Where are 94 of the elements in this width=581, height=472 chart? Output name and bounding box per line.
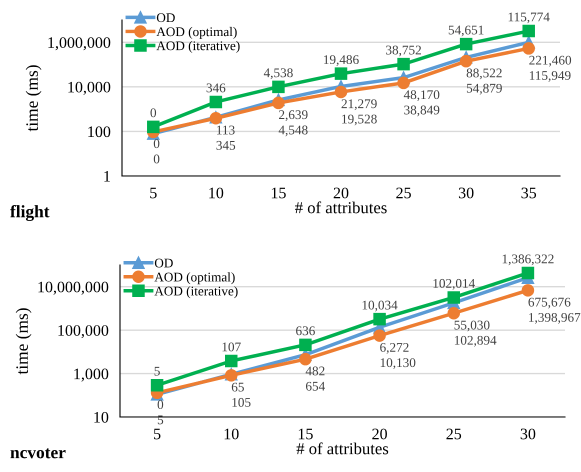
point [460,38,472,50]
point [334,86,348,98]
annotation: 10,130 [380,358,416,370]
y-tick-label: 10 [94,412,108,423]
annotation: 654 [306,382,325,391]
y-tick-label: 100 [88,126,110,138]
legend-label: AOD (iterative) [156,40,240,53]
annotation: 5 [154,366,160,376]
point [299,338,312,352]
y-axis-title: time (ms) [16,308,32,374]
annotation: 0 [154,139,160,148]
x-tick-label: 25 [446,428,462,440]
x-tick-label: 25 [396,188,411,198]
point [299,352,312,366]
point [272,96,285,110]
legend-label: OD [154,258,173,268]
x-axis-title: # of attributes [295,201,387,214]
point [397,76,410,90]
y-tick-label: 1,000,000 [48,37,110,50]
text: ncvoter [10,448,66,458]
point [522,266,534,280]
point [272,80,285,94]
annotation: 102,014 [433,278,475,290]
annotation: 1,398,967 [529,312,580,324]
point [334,67,348,80]
annotation: 221,460 [529,56,572,67]
annotation: 113 [217,126,235,134]
x-tick-label: 5 [150,188,157,198]
annotation: 48,170 [404,90,440,102]
annotation: 6,272 [380,342,409,354]
annotation: 38,752 [386,46,421,56]
point [448,306,460,320]
point [397,58,410,70]
annotation: 88,522 [466,68,502,80]
annotation: 0 [150,108,156,118]
point [210,96,222,108]
text: flight [10,204,50,222]
x-tick-label: 20 [334,188,348,198]
annotation: 102,894 [454,336,496,347]
legend-label: AOD (iterative) [154,286,238,298]
point [460,54,472,68]
annotation: 5 [158,416,164,424]
x-tick-label: 10 [209,188,224,198]
annotation: 636 [296,326,315,336]
annotation: 105 [232,398,251,407]
annotation: 55,030 [454,320,490,332]
annotation: 19,486 [324,55,359,66]
point [448,291,460,304]
x-tick-label: 30 [520,428,536,440]
annotation: 21,279 [342,99,377,110]
point [373,312,386,326]
y-tick-label: 10,000,000 [38,282,108,295]
annotation: 345 [216,140,236,150]
point [225,354,238,368]
annotation: 2,639 [279,110,308,122]
point [522,24,535,38]
point [147,120,160,134]
point [522,42,535,55]
annotation: 0 [154,154,160,164]
point [150,378,164,392]
y-tick-label: 10,000 [68,82,110,95]
legend-label: AOD (optimal) [154,272,235,284]
annotation: 4,538 [264,68,293,80]
y-axis-title: time (ms) [26,65,42,132]
y-tick-label: 1,000 [74,368,108,382]
point [373,329,386,342]
point [522,284,534,297]
annotation: 107 [222,342,241,352]
x-tick-label: 35 [521,188,536,198]
annotation: 4,548 [278,126,308,136]
x-axis-title: # of attributes [296,442,388,454]
annotation: 115,949 [530,71,571,82]
x-tick-label: 30 [458,188,474,198]
annotation: 0 [158,400,164,410]
x-tick-label: 20 [372,428,387,440]
annotation: 19,528 [342,114,377,126]
annotation: 10,034 [362,300,398,312]
annotation: 38,849 [404,106,440,116]
x-tick-label: 15 [272,188,286,198]
legend-label: OD [156,13,175,22]
annotation: 1,386,322 [502,254,554,266]
x-tick-label: 5 [154,428,160,440]
annotation: 675,676 [528,298,570,308]
annotation: 346 [206,83,226,92]
x-tick-label: 10 [224,428,239,440]
y-tick-label: 1 [104,170,110,182]
y-tick-label: 100,000 [58,325,108,338]
annotation: 54,879 [466,84,502,95]
annotation: 482 [306,366,324,376]
annotation: 65 [232,382,244,392]
annotation: 115,774 [508,12,550,24]
x-tick-label: 15 [298,428,313,440]
annotation: 54,651 [448,26,484,36]
legend-label: AOD (optimal) [156,26,237,39]
